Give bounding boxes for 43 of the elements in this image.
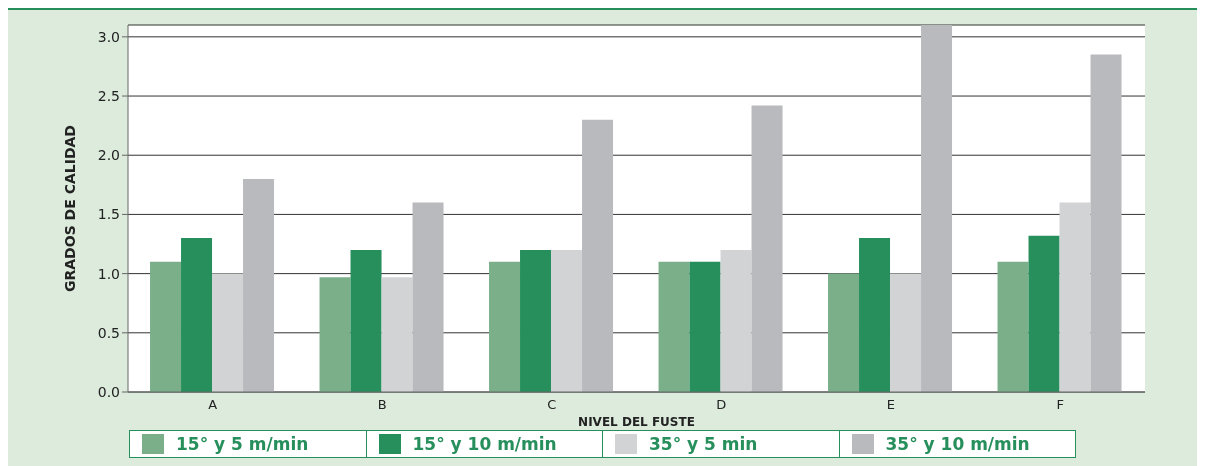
bar	[921, 25, 953, 392]
bar	[1028, 235, 1060, 392]
bar	[551, 249, 583, 392]
x-tick-label: C	[547, 397, 557, 413]
y-tick-label: 3.0	[97, 28, 120, 45]
legend-label: 35° y 5 min	[649, 434, 758, 454]
y-tick-label: 1.0	[97, 265, 120, 282]
y-tick-label: 2.0	[97, 147, 120, 164]
bar	[150, 261, 182, 392]
x-tick-label: E	[886, 397, 895, 413]
bar	[997, 261, 1029, 392]
bar	[1059, 202, 1091, 392]
bar	[489, 261, 521, 392]
bar	[412, 202, 444, 392]
y-tick-label: 2.5	[97, 88, 120, 104]
x-tick-label: A	[208, 397, 218, 413]
bar	[689, 261, 721, 392]
legend-label: 15° y 5 m/min	[176, 434, 309, 454]
bar	[859, 238, 891, 392]
bar	[1090, 54, 1122, 392]
bar	[658, 261, 690, 392]
y-tick-label: 1.5	[97, 206, 120, 223]
bar	[381, 277, 413, 392]
bar	[720, 249, 752, 392]
bar	[319, 277, 351, 392]
bar	[890, 273, 922, 392]
y-tick-label: 0.5	[97, 324, 120, 341]
x-axis-title: NIVEL DEL FUSTE	[578, 415, 695, 429]
bar	[212, 273, 244, 392]
x-tick-label: B	[377, 397, 387, 413]
bar	[181, 238, 213, 392]
y-tick-label: 0.0	[97, 383, 120, 400]
bar	[582, 119, 614, 392]
x-tick-label: F	[1056, 397, 1064, 413]
x-tick-label: D	[716, 397, 727, 413]
bar	[751, 105, 783, 392]
bar	[243, 178, 275, 392]
bar	[520, 249, 552, 392]
legend-label: 35° y 10 m/min	[885, 434, 1030, 454]
bar	[350, 249, 382, 392]
legend-label: 15° y 10 m/min	[412, 434, 557, 454]
y-axis-title: GRADOS DE CALIDAD	[61, 125, 78, 292]
bar	[828, 273, 860, 392]
